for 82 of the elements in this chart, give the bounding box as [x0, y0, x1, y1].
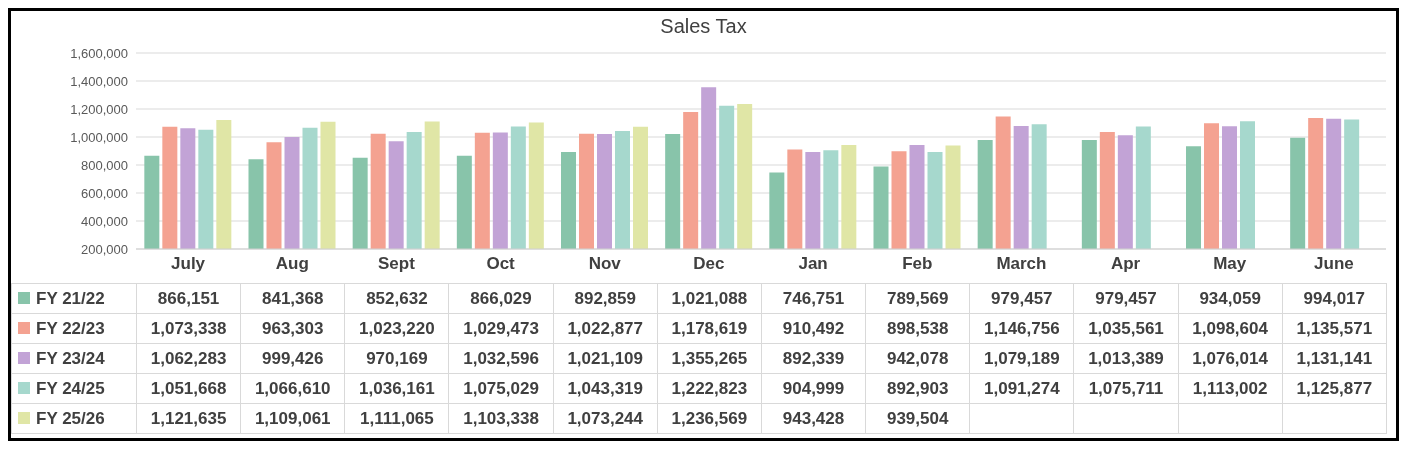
x-tick-label: Nov: [588, 254, 622, 274]
x-tick-label: Sept: [377, 254, 416, 274]
data-label: 1,021,109: [553, 343, 658, 374]
data-label: 1,222,823: [657, 373, 762, 404]
data-label: 994,017: [1282, 283, 1387, 314]
data-label: 943,428: [761, 403, 866, 434]
data-label: 1,066,610: [240, 373, 345, 404]
data-label: 904,999: [761, 373, 866, 404]
data-label: 1,062,283: [136, 343, 241, 374]
y-tick-label: 600,000: [81, 185, 128, 201]
x-tick-label: Apr: [1110, 254, 1141, 274]
legend-label: FY 22/23: [36, 318, 105, 338]
legend-label: FY 24/25: [36, 378, 105, 398]
data-label: 942,078: [865, 343, 970, 374]
data-label: 1,103,338: [448, 403, 554, 434]
data-label: 892,859: [553, 283, 658, 314]
x-tick-label: June: [1314, 254, 1354, 274]
data-label: 789,569: [865, 283, 970, 314]
data-label: 979,457: [969, 283, 1074, 314]
data-label: 979,457: [1073, 283, 1179, 314]
data-label: 746,751: [761, 283, 866, 314]
data-label: 1,073,338: [136, 313, 241, 344]
data-label: 898,538: [865, 313, 970, 344]
chart-title: Sales Tax: [659, 15, 748, 39]
data-label: 1,076,014: [1178, 343, 1283, 374]
x-tick-label: May: [1213, 254, 1247, 274]
y-tick-label: 400,000: [81, 213, 128, 229]
data-label: 852,632: [344, 283, 449, 314]
data-label: 1,021,088: [657, 283, 762, 314]
y-tick-label: 1,200,000: [70, 101, 128, 117]
y-tick-label: 1,000,000: [70, 129, 128, 145]
data-label: 939,504: [865, 403, 970, 434]
data-label: 1,135,571: [1282, 313, 1387, 344]
legend-label: FY 25/26: [36, 408, 105, 428]
data-label: 1,036,161: [344, 373, 449, 404]
x-tick-label: Aug: [275, 254, 309, 274]
x-tick-label: July: [171, 254, 206, 274]
data-label: 934,059: [1178, 283, 1283, 314]
x-tick-label: Dec: [693, 254, 725, 274]
y-tick-label: 1,400,000: [70, 73, 128, 89]
data-label: 866,029: [448, 283, 554, 314]
data-label: 1,073,244: [553, 403, 658, 434]
data-label: 892,339: [761, 343, 866, 374]
x-tick-label: Feb: [902, 254, 933, 274]
data-label: 866,151: [136, 283, 241, 314]
data-label: 1,029,473: [448, 313, 554, 344]
data-label: 1,032,596: [448, 343, 554, 374]
data-label: 892,903: [865, 373, 970, 404]
data-label: 1,111,065: [344, 403, 449, 434]
x-tick-label: Oct: [486, 254, 516, 274]
data-label: 1,075,029: [448, 373, 554, 404]
data-label: 1,023,220: [344, 313, 449, 344]
x-tick-label: March: [996, 254, 1047, 274]
data-label: 1,355,265: [657, 343, 762, 374]
y-tick-label: 1,600,000: [70, 45, 128, 61]
data-label: 970,169: [344, 343, 449, 374]
data-label: 1,131,141: [1282, 343, 1387, 374]
data-label: 963,303: [240, 313, 345, 344]
y-tick-label: 800,000: [81, 157, 128, 173]
data-label: 1,079,189: [969, 343, 1074, 374]
data-label: 910,492: [761, 313, 866, 344]
data-label: 1,051,668: [136, 373, 241, 404]
data-label: 1,146,756: [969, 313, 1074, 344]
data-label: 1,125,877: [1282, 373, 1387, 404]
data-label: 1,113,002: [1178, 373, 1283, 404]
data-label: 1,035,561: [1073, 313, 1179, 344]
data-label: 1,109,061: [240, 403, 345, 434]
legend-label: FY 23/24: [36, 348, 105, 368]
data-label: 841,368: [240, 283, 345, 314]
data-label: 1,022,877: [553, 313, 658, 344]
data-label: 999,426: [240, 343, 345, 374]
data-label: 1,013,389: [1073, 343, 1179, 374]
data-label: 1,178,619: [657, 313, 762, 344]
y-tick-label: 200,000: [81, 241, 128, 257]
data-label: 1,091,274: [969, 373, 1074, 404]
data-label: 1,043,319: [553, 373, 658, 404]
data-label: 1,236,569: [657, 403, 762, 434]
data-label: 1,098,604: [1178, 313, 1283, 344]
legend-label: FY 21/22: [36, 288, 105, 308]
x-tick-label: Jan: [798, 254, 828, 274]
data-label: 1,121,635: [136, 403, 241, 434]
data-label: 1,075,711: [1073, 373, 1179, 404]
